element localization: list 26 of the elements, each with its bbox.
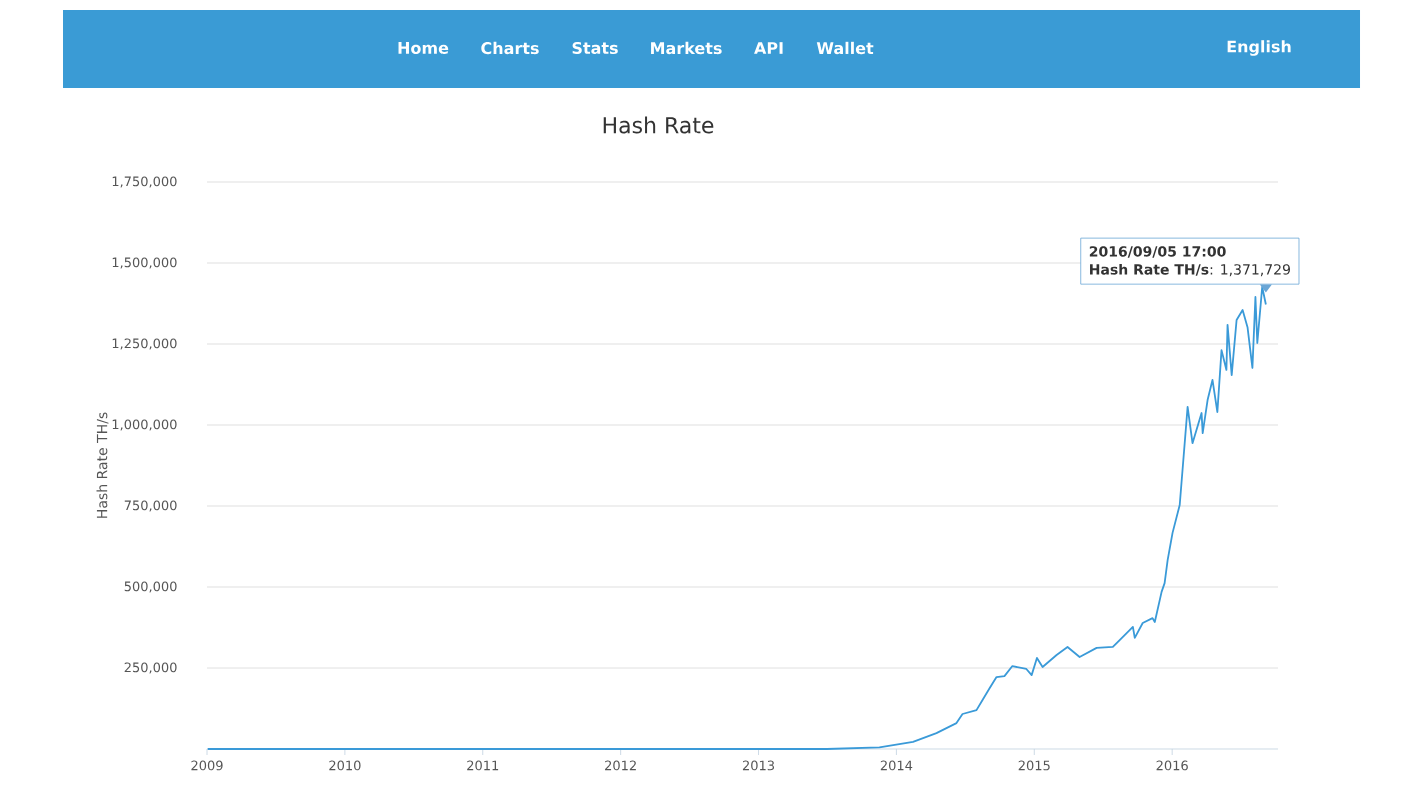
x-tick-label: 2016: [1156, 760, 1188, 771]
y-tick-label: 250,000: [124, 662, 177, 674]
annotation: 2016/09/05 17:00: [1089, 246, 1226, 258]
text: Wallet: [816, 41, 874, 55]
text: English: [1227, 40, 1291, 56]
x-tick-label: 2013: [742, 760, 775, 771]
annotation: Hash Rate TH/s: 1,371,729: [1090, 263, 1290, 277]
chart-title: Hash Rate: [603, 116, 714, 134]
text: API: [754, 42, 783, 54]
y-tick-label: 1,000,000: [112, 419, 177, 431]
y-tick-label: 1,250,000: [112, 338, 177, 350]
text: Markets: [651, 41, 722, 55]
x-tick-label: 2009: [191, 760, 223, 771]
y-axis-title: Hash Rate TH/s: [96, 412, 109, 518]
x-tick-label: 2010: [329, 760, 361, 771]
y-tick-label: 1,750,000: [112, 176, 177, 188]
x-tick-label: 2015: [1018, 760, 1050, 771]
text: Home: [398, 42, 449, 54]
text: Charts: [481, 41, 539, 55]
x-tick-label: 2014: [880, 760, 913, 771]
y-tick-label: 750,000: [124, 500, 177, 512]
text: Stats: [572, 41, 618, 55]
y-tick-label: 1,500,000: [112, 257, 177, 269]
x-tick-label: 2011: [467, 760, 499, 771]
y-tick-label: 500,000: [124, 581, 177, 593]
x-tick-label: 2012: [605, 760, 636, 771]
